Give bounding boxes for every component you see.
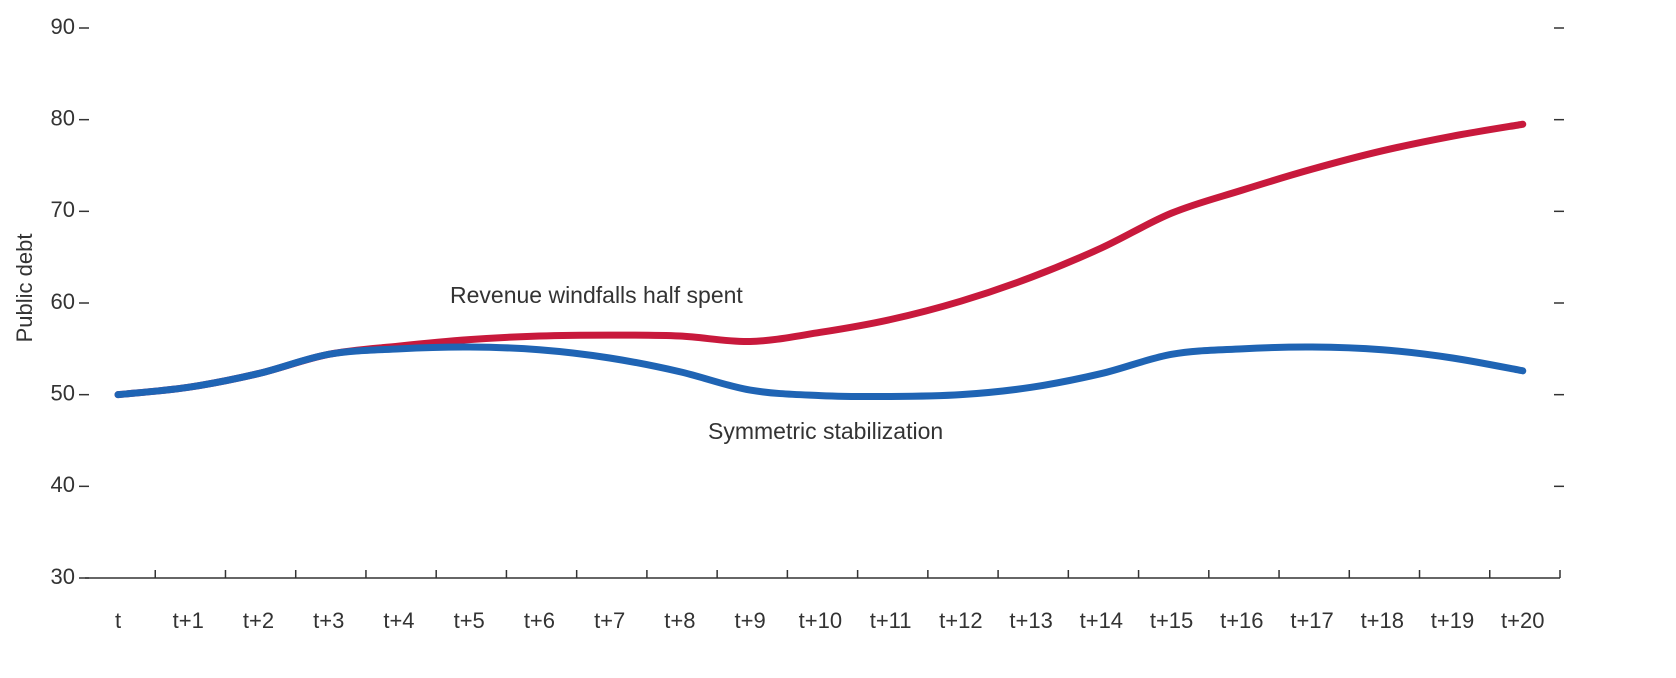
x-tick-label: t+4 xyxy=(383,608,414,633)
x-tick-label: t+19 xyxy=(1431,608,1474,633)
x-tick-label: t+14 xyxy=(1080,608,1123,633)
x-tick-label: t+6 xyxy=(524,608,555,633)
y-tick-label: 80 xyxy=(51,105,75,130)
y-axis-label: Public debt xyxy=(12,234,37,343)
x-tick-label: t+3 xyxy=(313,608,344,633)
x-tick-label: t+12 xyxy=(939,608,982,633)
x-tick-label: t+13 xyxy=(1009,608,1052,633)
series-label: Symmetric stabilization xyxy=(708,418,943,444)
x-tick-label: t+17 xyxy=(1290,608,1333,633)
x-tick-label: t+18 xyxy=(1361,608,1404,633)
y-tick-label: 60 xyxy=(51,289,75,314)
x-tick-label: t+2 xyxy=(243,608,274,633)
y-tick-label: 50 xyxy=(51,380,75,405)
series-line xyxy=(114,343,1527,401)
x-tick-label: t+16 xyxy=(1220,608,1263,633)
y-tick-label: 70 xyxy=(51,197,75,222)
x-tick-label: t+9 xyxy=(735,608,766,633)
y-tick-label: 90 xyxy=(51,14,75,39)
x-tick-label: t+10 xyxy=(799,608,842,633)
x-tick-label: t+15 xyxy=(1150,608,1193,633)
y-tick-label: 40 xyxy=(51,472,75,497)
x-tick-label: t+20 xyxy=(1501,608,1544,633)
series-label: Revenue windfalls half spent xyxy=(450,282,743,308)
x-tick-label: t+11 xyxy=(870,608,912,633)
x-tick-label: t+8 xyxy=(664,608,695,633)
x-tick-label: t+1 xyxy=(173,608,204,633)
y-tick-label: 30 xyxy=(51,564,75,589)
x-tick-label: t+7 xyxy=(594,608,625,633)
x-tick-label: t xyxy=(115,608,121,633)
x-tick-label: t+5 xyxy=(454,608,485,633)
